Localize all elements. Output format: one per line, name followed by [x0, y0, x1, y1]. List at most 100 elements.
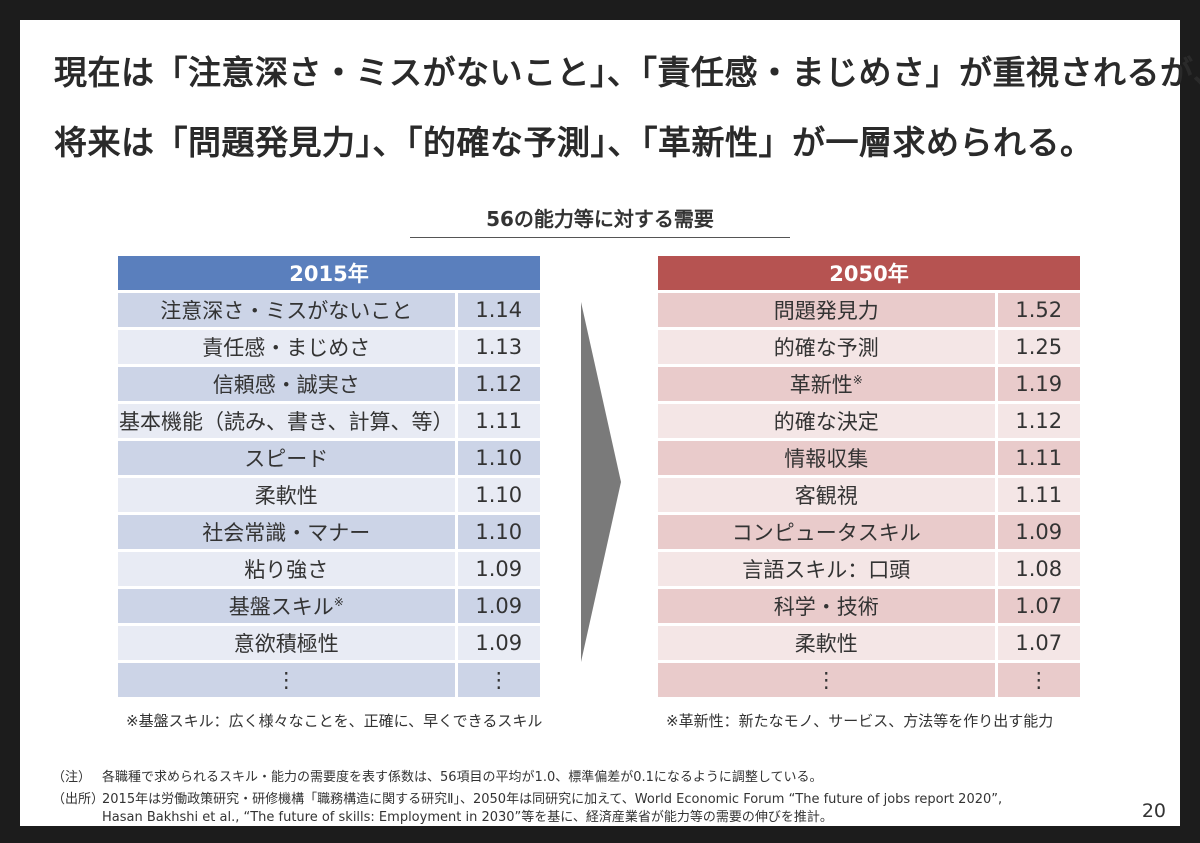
right-arrow-icon — [581, 302, 621, 662]
skill-label-cell: ⋮ — [658, 660, 996, 697]
skill-value: 1.13 — [454, 327, 541, 366]
table-row: 責任感・まじめさ 1.13 — [118, 327, 541, 366]
reference-mark: ※ — [852, 373, 863, 387]
table-row: 革新性※ 1.19 — [658, 364, 1081, 403]
table-row: ⋮ ⋮ — [118, 660, 541, 697]
skill-label: 注意深さ・ミスがないこと — [160, 299, 413, 323]
skill-label-cell: 柔軟性 — [658, 623, 996, 662]
skill-label-cell: 信頼感・誠実さ — [118, 364, 456, 403]
skill-label: 責任感・まじめさ — [202, 336, 371, 360]
skill-value: 1.07 — [994, 623, 1081, 662]
table-row: スピード 1.10 — [118, 438, 541, 477]
skill-label-cell: 注意深さ・ミスがないこと — [118, 290, 456, 329]
skill-label: 粘り強さ — [244, 558, 329, 582]
skill-value: 1.12 — [454, 364, 541, 403]
skill-value: 1.09 — [454, 623, 541, 662]
table-row: ⋮ ⋮ — [658, 660, 1081, 697]
table-2015-body: 注意深さ・ミスがないこと 1.14 責任感・まじめさ 1.13 信頼感・誠実さ 1.12 基… — [118, 290, 541, 697]
footnote-note-label: （注） — [52, 770, 92, 785]
skill-value: 1.10 — [454, 438, 541, 477]
headline-line-1: 現在は「注意深さ・ミスがないこと」、「責任感・まじめさ」が重視されるが、 — [54, 53, 1200, 92]
table-row: 言語スキル：口頭 1.08 — [658, 549, 1081, 588]
table-row: 柔軟性 1.07 — [658, 623, 1081, 662]
skill-label: スピード — [244, 447, 329, 471]
table-2050: 2050年 問題発見力 1.52 的確な予測 1.25 革新性※ 1.19 的確な決定 1.1… — [658, 256, 1081, 697]
note-2015: ※基盤スキル：広く様々なことを、正確に、早くできるスキル — [126, 712, 543, 730]
skill-label-cell: 科学・技術 — [658, 586, 996, 625]
table-row: コンピュータスキル 1.09 — [658, 512, 1081, 551]
skill-value: 1.12 — [994, 401, 1081, 440]
skill-label: 信頼感・誠実さ — [212, 373, 360, 397]
table-row: 注意深さ・ミスがないこと 1.14 — [118, 290, 541, 329]
note-2050: ※革新性：新たなモノ、サービス、方法等を作り出す能力 — [666, 712, 1054, 730]
skill-label-cell: 言語スキル：口頭 — [658, 549, 996, 588]
skill-label-cell: 情報収集 — [658, 438, 996, 477]
skill-value: 1.11 — [454, 401, 541, 440]
skill-label-cell: 客観視 — [658, 475, 996, 514]
skill-label: 社会常識・マナー — [202, 521, 371, 545]
subtitle-underline — [410, 237, 790, 238]
skill-label-cell: 問題発見力 — [658, 290, 996, 329]
skill-value: 1.25 — [994, 327, 1081, 366]
skill-value: 1.08 — [994, 549, 1081, 588]
slide: 現在は「注意深さ・ミスがないこと」、「責任感・まじめさ」が重視されるが、 将来は… — [20, 20, 1200, 826]
table-row: 的確な決定 1.12 — [658, 401, 1081, 440]
skill-label: 革新性 — [789, 373, 853, 397]
footnote-source-line-2: Hasan Bakhshi et al., “The future of ski… — [102, 810, 833, 825]
skill-label: 柔軟性 — [794, 632, 858, 656]
skill-value: ⋮ — [994, 660, 1081, 697]
skill-label: 科学・技術 — [773, 595, 879, 619]
page-number: 20 — [1141, 800, 1166, 822]
table-row: 柔軟性 1.10 — [118, 475, 541, 514]
table-row: 信頼感・誠実さ 1.12 — [118, 364, 541, 403]
skill-value: 1.11 — [994, 438, 1081, 477]
skill-label: 的確な予測 — [773, 336, 879, 360]
skill-label-cell: スピード — [118, 438, 456, 477]
reference-mark: ※ — [333, 595, 344, 609]
skill-value: 1.19 — [994, 364, 1081, 403]
skill-label-cell: 粘り強さ — [118, 549, 456, 588]
table-row: 的確な予測 1.25 — [658, 327, 1081, 366]
skill-label: 基盤スキル — [228, 595, 334, 619]
footnote-note: （注） 各職種で求められるスキル・能力の需要度を表す係数は、56項目の平均が1.0… — [52, 766, 823, 785]
table-2015: 2015年 注意深さ・ミスがないこと 1.14 責任感・まじめさ 1.13 信頼感・誠実… — [118, 256, 541, 697]
skill-value: ⋮ — [454, 660, 541, 697]
skill-value: 1.09 — [454, 549, 541, 588]
skill-label-cell: 基盤スキル※ — [118, 586, 456, 625]
skill-label-cell: 意欲積極性 — [118, 623, 456, 662]
skill-value: 1.07 — [994, 586, 1081, 625]
skill-label: ⋮ — [275, 668, 297, 692]
skill-label: ⋮ — [815, 668, 837, 692]
skill-label-cell: 柔軟性 — [118, 475, 456, 514]
skill-label-cell: ⋮ — [118, 660, 456, 697]
skill-value: 1.10 — [454, 475, 541, 514]
skill-label-cell: 基本機能（読み、書き、計算、等） — [118, 401, 456, 440]
table-2015-header: 2015年 — [118, 256, 541, 292]
skill-label: 情報収集 — [784, 447, 869, 471]
footnote-source: （出所）2015年は労働政策研究・研修機構「職務構造に関する研究Ⅱ」、2050年… — [52, 788, 1002, 807]
footnote-note-text: 各職種で求められるスキル・能力の需要度を表す係数は、56項目の平均が1.0、標準… — [102, 770, 823, 785]
table-row: 社会常識・マナー 1.10 — [118, 512, 541, 551]
table-row: 意欲積極性 1.09 — [118, 623, 541, 662]
table-row: 問題発見力 1.52 — [658, 290, 1081, 329]
skill-value: 1.52 — [994, 290, 1081, 329]
skill-label: 基本機能（読み、書き、計算、等） — [118, 410, 454, 434]
table-row: 粘り強さ 1.09 — [118, 549, 541, 588]
skill-label-cell: 責任感・まじめさ — [118, 327, 456, 366]
table-2050-header: 2050年 — [658, 256, 1081, 292]
skill-value: 1.14 — [454, 290, 541, 329]
table-row: 客観視 1.11 — [658, 475, 1081, 514]
skill-label-cell: 的確な決定 — [658, 401, 996, 440]
table-subtitle: 56の能力等に対する需要 — [486, 207, 714, 231]
skill-label-cell: コンピュータスキル — [658, 512, 996, 551]
skill-label: 問題発見力 — [773, 299, 879, 323]
skill-label: 意欲積極性 — [233, 632, 339, 656]
table-row: 情報収集 1.11 — [658, 438, 1081, 477]
skill-value: 1.11 — [994, 475, 1081, 514]
table-2050-body: 問題発見力 1.52 的確な予測 1.25 革新性※ 1.19 的確な決定 1.12 情報収集 1… — [658, 290, 1081, 697]
table-row: 基盤スキル※ 1.09 — [118, 586, 541, 625]
skill-label-cell: 的確な予測 — [658, 327, 996, 366]
skill-value: 1.09 — [454, 586, 541, 625]
skill-label-cell: 社会常識・マナー — [118, 512, 456, 551]
skill-label: コンピュータスキル — [731, 521, 921, 545]
